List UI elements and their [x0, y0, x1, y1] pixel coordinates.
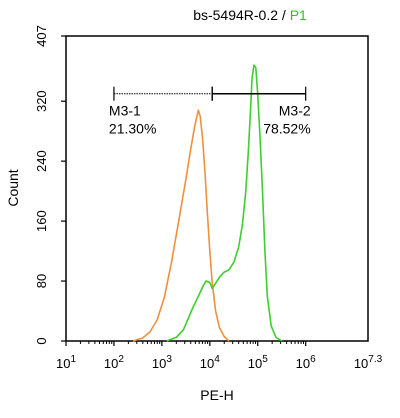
histogram-series-2 [166, 64, 283, 342]
x-tick-base: 10 [354, 356, 368, 371]
x-tick-exponent: 4 [214, 354, 220, 365]
x-tick-label: 105 [248, 354, 268, 371]
plot-frame [65, 35, 369, 342]
y-tick-label: 407 [34, 25, 49, 47]
gate-name: M3-2 [279, 103, 311, 119]
gates-layer: M3-1 21.30% M3-2 78.52% [109, 86, 311, 137]
x-tick-label: 104 [200, 354, 220, 371]
gate-name: M3-1 [109, 103, 141, 119]
x-tick-label: 107.3 [354, 354, 383, 371]
y-tick-label: 0 [34, 337, 49, 344]
x-tick-exponent: 1 [70, 354, 76, 365]
x-tick-label: 102 [104, 354, 124, 371]
x-tick-base: 10 [248, 356, 262, 371]
histogram-series-1 [132, 109, 230, 342]
y-tick-label: 160 [34, 210, 49, 232]
x-tick-exponent: 2 [118, 354, 124, 365]
chart-title-accent: P1 [290, 7, 307, 23]
gate-percent: 21.30% [109, 121, 156, 137]
y-tick-label: 240 [34, 150, 49, 172]
x-tick-label: 101 [56, 354, 76, 371]
x-tick-exponent: 3 [166, 354, 172, 365]
x-axis-title: PE-H [200, 387, 233, 403]
x-tick-label: 106 [296, 354, 316, 371]
x-tick-base: 10 [104, 356, 118, 371]
chart-title-main: bs-5494R-0.2 / [193, 7, 290, 23]
y-axis-title: Count [5, 169, 21, 206]
x-tick-base: 10 [56, 356, 70, 371]
y-tick-label: 320 [34, 90, 49, 112]
x-axis: 101 102 103 104 105 106 107.3 [56, 341, 383, 371]
y-axis: 0 80 160 240 320 407 [34, 25, 66, 345]
x-tick-base: 10 [200, 356, 214, 371]
x-tick-exponent: 5 [262, 354, 268, 365]
x-tick-exponent: 6 [310, 354, 316, 365]
chart-title: bs-5494R-0.2 / P1 [193, 7, 307, 23]
gate-percent: 78.52% [263, 121, 310, 137]
x-tick-base: 10 [152, 356, 166, 371]
series-layer [132, 64, 283, 342]
x-tick-label: 103 [152, 354, 172, 371]
x-tick-exponent: 7.3 [368, 354, 382, 365]
x-tick-base: 10 [296, 356, 310, 371]
y-tick-label: 80 [34, 274, 49, 288]
